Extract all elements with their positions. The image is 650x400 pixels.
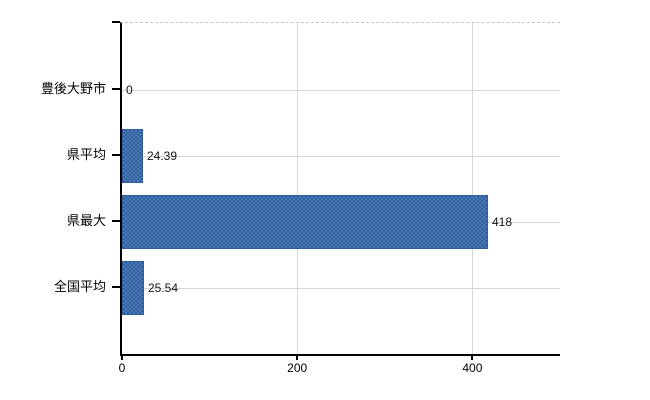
h-gridline	[122, 90, 560, 91]
v-gridline	[472, 23, 474, 354]
bar-value-label: 0	[126, 83, 133, 97]
bar-value-label: 25.54	[148, 281, 179, 295]
v-gridline	[297, 23, 299, 354]
h-gridline	[122, 156, 560, 157]
category-label: 県最大	[66, 213, 106, 228]
x-tick-label: 0	[118, 361, 126, 375]
bar	[122, 261, 144, 315]
bar	[122, 195, 488, 249]
y-tick	[112, 88, 120, 90]
x-tick	[296, 355, 299, 360]
bar-value-label: 24.39	[147, 149, 178, 163]
plot-area: 0 24.39 418 25.54	[120, 22, 560, 356]
y-tick	[112, 220, 120, 222]
y-tick	[112, 286, 120, 288]
x-tick	[471, 355, 474, 360]
y-tick	[112, 154, 120, 156]
category-label: 県平均	[66, 147, 106, 162]
x-tick	[121, 355, 123, 360]
x-tick-label: 400	[462, 361, 483, 375]
category-label: 全国平均	[53, 279, 106, 294]
bar-value-label: 418	[492, 215, 513, 229]
y-axis-top-cap	[112, 21, 120, 23]
h-gridline	[122, 288, 560, 289]
x-tick-label: 200	[287, 361, 308, 375]
bar	[122, 129, 143, 183]
category-label: 豊後大野市	[40, 81, 106, 96]
